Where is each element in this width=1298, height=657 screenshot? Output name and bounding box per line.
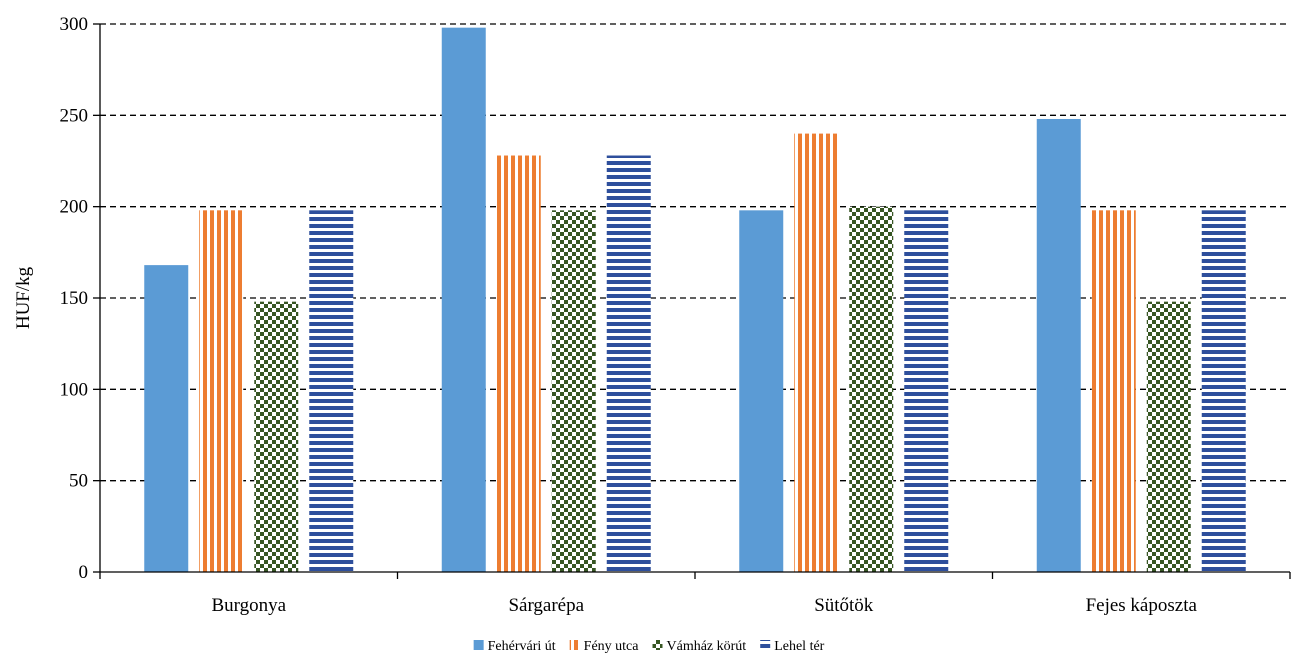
y-tick-label: 200	[60, 197, 89, 218]
bar	[309, 210, 354, 572]
y-axis-title: HUF/kg	[13, 266, 34, 329]
y-tick-label: 100	[60, 379, 89, 400]
x-category-label: Burgonya	[211, 595, 286, 616]
bar	[849, 206, 894, 572]
legend-label: Vámház körút	[667, 639, 747, 654]
x-category-label: Sütőtök	[814, 595, 874, 616]
legend-swatch	[652, 640, 663, 650]
bar	[144, 265, 189, 572]
legend: Fehérvári út Fény utca Vámház körút Lehel t…	[473, 639, 825, 654]
legend-swatch	[760, 640, 771, 650]
bar	[904, 210, 949, 572]
legend-swatch	[569, 640, 580, 650]
bar	[199, 210, 244, 572]
bar	[1146, 301, 1191, 572]
legend-label: Fehérvári út	[488, 639, 556, 654]
bar	[1091, 210, 1136, 572]
bars	[144, 27, 1246, 573]
axes	[93, 23, 1291, 579]
bar	[254, 301, 299, 572]
bar	[496, 155, 541, 572]
y-tick-label: 250	[60, 105, 89, 126]
y-tick-label: 0	[79, 562, 89, 583]
y-tick-label: 300	[60, 14, 89, 35]
x-category-label: Sárgarépa	[508, 595, 584, 616]
legend-label: Lehel tér	[774, 639, 824, 654]
bar	[739, 210, 784, 572]
y-tick-label: 50	[69, 471, 88, 492]
bar	[441, 27, 486, 573]
bar	[551, 210, 596, 572]
bar	[1036, 118, 1081, 572]
bar	[1201, 210, 1246, 572]
gridlines	[100, 23, 1290, 482]
x-category-labels: Burgonya Sárgarépa Sütőtök Fejes káposzta	[211, 595, 1197, 616]
x-category-label: Fejes káposzta	[1086, 595, 1198, 616]
y-tick-label: 150	[60, 288, 89, 309]
bar	[794, 133, 839, 572]
legend-label: Fény utca	[584, 639, 640, 654]
bar	[606, 155, 651, 572]
y-tick-labels: 0 50 100 150 200 250 300	[60, 14, 89, 583]
legend-swatch	[473, 640, 484, 650]
